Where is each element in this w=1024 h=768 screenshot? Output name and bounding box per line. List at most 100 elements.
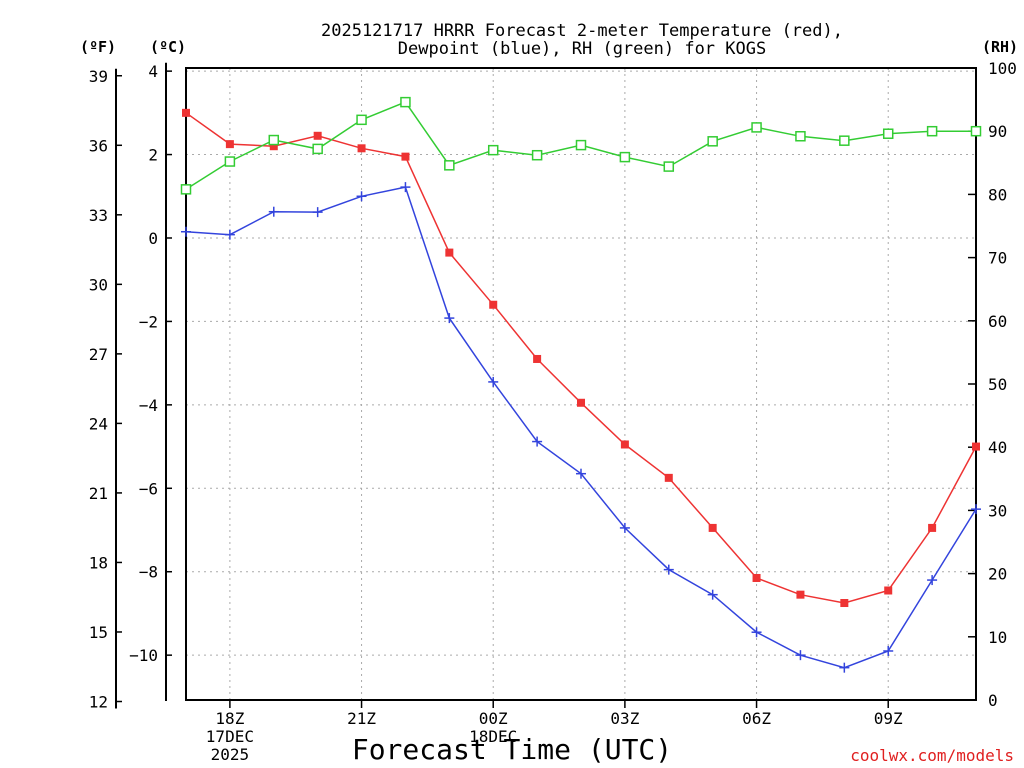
fahrenheit-tick-label: 24 xyxy=(89,414,108,433)
temperature-point xyxy=(533,354,542,363)
fahrenheit-unit-label: (ºF) xyxy=(80,38,116,56)
temperature-point xyxy=(489,300,498,309)
rh-point xyxy=(970,125,982,137)
fahrenheit-tick-label: 30 xyxy=(89,275,108,294)
celsius-tick-label: −8 xyxy=(139,563,158,582)
rh-tick-label: 0 xyxy=(988,691,998,710)
temperature-point xyxy=(664,473,673,482)
celsius-tick-label: −6 xyxy=(139,479,158,498)
fahrenheit-tick-label: 15 xyxy=(89,623,108,642)
temperature-point xyxy=(269,142,278,151)
fahrenheit-tick-label: 21 xyxy=(89,484,108,503)
dewpoint-point xyxy=(224,229,235,240)
grid-lines xyxy=(186,68,976,700)
dewpoint-line xyxy=(185,186,977,669)
plot-frame xyxy=(185,67,977,701)
temperature-point xyxy=(708,523,717,532)
rh-point xyxy=(444,160,455,171)
rh-point xyxy=(663,161,675,172)
fahrenheit-tick-label: 39 xyxy=(89,67,108,86)
temperature-point xyxy=(401,152,410,161)
credit-label: coolwx.com/models xyxy=(850,746,1014,765)
temperature-point xyxy=(840,599,849,608)
dewpoint-point xyxy=(181,226,191,237)
rh-point xyxy=(224,156,236,167)
temperature-point xyxy=(796,590,805,599)
data-series xyxy=(180,96,982,673)
rh-point xyxy=(180,184,192,195)
dewpoint-point xyxy=(444,313,455,324)
rh-point xyxy=(839,135,850,146)
dewpoint-point xyxy=(927,575,938,586)
x-tick-label: 06Z xyxy=(742,709,771,728)
dewpoint-point xyxy=(532,436,543,447)
dewpoint-point xyxy=(400,182,411,193)
x-tick-label: 00Z xyxy=(479,709,508,728)
dewpoint-point xyxy=(839,662,850,673)
temperature-point xyxy=(445,248,454,257)
rh-point xyxy=(882,128,894,139)
temperature-point xyxy=(182,108,190,117)
x-tick-label: 03Z xyxy=(610,709,639,728)
rh-tick-label: 70 xyxy=(988,249,1007,268)
x-tick-label: 18Z xyxy=(215,709,244,728)
dewpoint-point xyxy=(619,522,630,533)
rh-point xyxy=(531,149,543,161)
dewpoint-point xyxy=(971,504,981,515)
rh-tick-label: 40 xyxy=(988,438,1007,457)
dewpoint-point xyxy=(576,468,586,479)
x-tick-label: 21Z xyxy=(347,709,376,728)
rh-tick-label: 30 xyxy=(988,501,1007,520)
temperature-point xyxy=(752,573,761,582)
temperature-point xyxy=(577,398,585,407)
celsius-tick-label: 0 xyxy=(148,229,158,248)
fahrenheit-tick-label: 33 xyxy=(89,206,108,225)
rh-point xyxy=(400,96,411,108)
axes: 39363330272421181512420−2−4−6−8−10100908… xyxy=(89,59,1017,764)
celsius-tick-label: −10 xyxy=(129,646,158,665)
rh-point xyxy=(356,114,367,126)
dewpoint-point xyxy=(751,627,762,638)
temperature-point xyxy=(972,442,980,451)
dewpoint-point xyxy=(795,650,806,661)
rh-point xyxy=(487,144,499,156)
chart-title-line-2: Dewpoint (blue), RH (green) for KOGS xyxy=(398,39,766,59)
rh-tick-label: 90 xyxy=(988,122,1007,141)
dewpoint-point xyxy=(883,645,894,656)
rh-point xyxy=(926,125,938,137)
x-tick-label: 18DEC xyxy=(469,727,517,746)
fahrenheit-tick-label: 36 xyxy=(89,136,108,155)
chart-title-line-1: 2025121717 HRRR Forecast 2-meter Tempera… xyxy=(321,21,843,41)
dewpoint-point xyxy=(268,206,279,217)
temperature-point xyxy=(357,144,366,153)
temperature-point xyxy=(225,140,234,149)
dewpoint-point xyxy=(707,589,718,600)
temperature-point xyxy=(928,523,937,532)
rh-tick-label: 100 xyxy=(988,59,1017,78)
temperature-point xyxy=(884,586,893,595)
temperature-point xyxy=(620,440,629,449)
x-tick-label: 17DEC xyxy=(206,727,254,746)
rh-tick-label: 60 xyxy=(988,312,1007,331)
celsius-tick-label: 4 xyxy=(148,62,158,81)
rh-point xyxy=(707,136,718,147)
x-tick-label: 2025 xyxy=(211,745,250,764)
fahrenheit-tick-label: 27 xyxy=(89,345,108,364)
rh-point xyxy=(751,122,762,133)
rh-tick-label: 80 xyxy=(988,185,1007,204)
celsius-unit-label: (ºC) xyxy=(150,38,186,56)
dewpoint-point xyxy=(488,376,499,387)
fahrenheit-tick-label: 12 xyxy=(89,693,108,712)
rh-tick-label: 10 xyxy=(988,628,1007,647)
rh-point xyxy=(268,134,280,146)
temperature-point xyxy=(313,131,322,140)
rh-unit-label: (RH) xyxy=(982,38,1018,56)
dewpoint-point xyxy=(663,564,674,575)
dewpoint-point xyxy=(312,207,323,218)
celsius-tick-label: −2 xyxy=(139,312,158,331)
temperature-line xyxy=(185,112,977,604)
dewpoint-point xyxy=(356,191,367,202)
rh-tick-label: 20 xyxy=(988,565,1007,584)
celsius-tick-label: −4 xyxy=(139,396,158,415)
